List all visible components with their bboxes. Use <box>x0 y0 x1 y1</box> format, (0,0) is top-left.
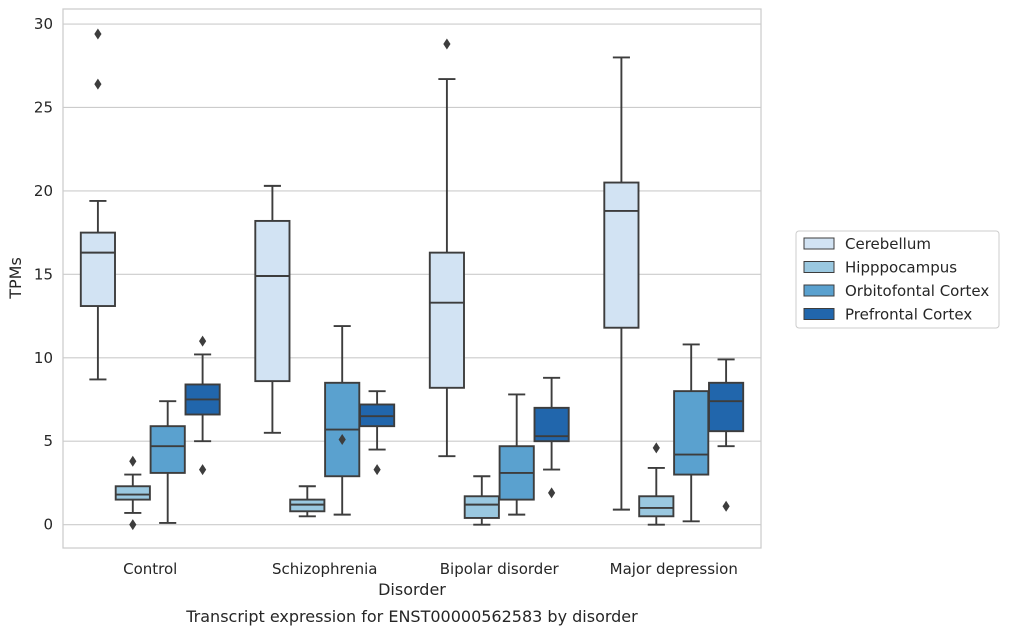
y-tick-label: 30 <box>34 15 53 33</box>
box-iqr <box>673 390 710 476</box>
box-group <box>638 442 675 526</box>
chart-caption: Transcript expression for ENST0000056258… <box>185 607 638 626</box>
outlier-marker <box>199 335 207 347</box>
y-axis-label: TPMs <box>6 257 25 300</box>
legend-label: Cerebellum <box>845 235 931 253</box>
y-axis-ticks: 0 5 10 15 20 25 30 <box>34 15 53 534</box>
box-group <box>324 325 361 516</box>
box-group <box>498 393 535 516</box>
x-axis-label: Disorder <box>378 580 446 599</box>
outlier-marker <box>94 78 102 90</box>
x-tick-label: Major depression <box>610 560 738 578</box>
legend-swatch <box>803 237 835 250</box>
legend-swatch <box>803 284 835 297</box>
box-iqr <box>114 485 151 501</box>
y-tick-label: 20 <box>34 182 53 200</box>
box-group <box>254 184 291 434</box>
outlier-marker <box>94 28 102 40</box>
outlier-marker <box>338 434 346 446</box>
outlier-marker <box>548 487 556 499</box>
boxes-layer <box>79 28 745 531</box>
box-group <box>359 390 396 476</box>
box-group <box>428 38 465 458</box>
box-group <box>79 28 116 381</box>
x-tick-label: Bipolar disorder <box>440 560 560 578</box>
x-tick-label: Control <box>123 560 177 578</box>
outlier-marker <box>199 464 207 476</box>
box-group <box>463 475 500 526</box>
box-group <box>708 358 745 512</box>
box-group <box>603 56 640 511</box>
box-iqr <box>603 181 640 329</box>
box-group <box>533 376 570 499</box>
y-tick-label: 10 <box>34 349 53 367</box>
box-iqr <box>638 495 675 518</box>
legend-items: Cerebellum Hipppocampus Orbitofontal Corte… <box>803 235 989 324</box>
y-tick-label: 25 <box>34 98 53 116</box>
x-tick-label: Schizophrenia <box>272 560 377 578</box>
outlier-marker <box>129 519 137 531</box>
y-tick-label: 5 <box>43 432 53 450</box>
plot-area-frame <box>62 8 762 549</box>
legend-swatch <box>803 308 835 320</box>
box-iqr <box>428 251 465 389</box>
x-axis-ticks: Control Schizophrenia Bipolar disorder Majo… <box>123 560 738 578</box>
legend: Cerebellum Hipppocampus Orbitofontal Corte… <box>795 230 1000 329</box>
legend-frame <box>795 230 1000 329</box>
legend-label: Orbitofontal Cortex <box>845 282 989 300</box>
outlier-marker <box>443 38 451 50</box>
box-group <box>184 335 221 476</box>
y-tick-label: 15 <box>34 265 53 283</box>
box-group <box>149 400 186 524</box>
legend-label: Hipppocampus <box>845 259 957 277</box>
box-iqr <box>254 219 291 383</box>
box-group <box>289 485 326 518</box>
box-iqr <box>708 381 745 433</box>
y-tick-label: 0 <box>43 516 53 534</box>
box-group <box>673 343 710 523</box>
outlier-marker <box>129 455 137 467</box>
box-iqr <box>149 425 186 474</box>
box-iqr <box>463 495 500 519</box>
box-iqr <box>79 231 116 307</box>
box-group <box>114 455 151 531</box>
outlier-marker <box>722 500 730 512</box>
legend-label: Prefrontal Cortex <box>845 306 972 324</box>
outlier-marker <box>652 442 660 454</box>
legend-swatch <box>803 261 835 273</box>
outlier-marker <box>373 464 381 476</box>
